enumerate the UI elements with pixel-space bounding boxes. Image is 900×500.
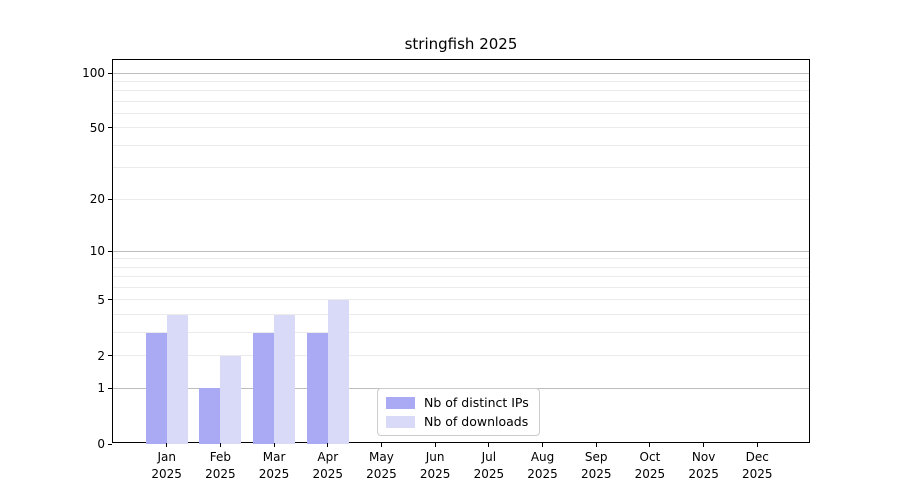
x-tick-mark-jul — [488, 443, 490, 447]
x-tick-label-jan: Jan 2025 — [151, 450, 182, 481]
y-tick-mark-20 — [108, 198, 112, 200]
y-tick-mark-2 — [108, 355, 112, 357]
y-tick-label-10: 10 — [89, 244, 105, 259]
x-tick-mark-apr — [327, 443, 329, 447]
gridline-60 — [113, 113, 809, 115]
x-tick-label-aug: Aug 2025 — [527, 450, 558, 481]
x-tick-label-nov: Nov 2025 — [688, 450, 719, 481]
x-tick-label-oct: Oct 2025 — [634, 450, 666, 481]
y-tick-label-5: 5 — [97, 292, 105, 307]
bar-mar-nb-of-distinct-ips — [253, 332, 275, 444]
bar-apr-nb-of-distinct-ips — [306, 332, 328, 444]
bar-jan-nb-of-downloads — [166, 314, 188, 444]
x-tick-mark-nov — [703, 443, 705, 447]
legend-swatch-downloads — [386, 415, 415, 428]
gridline-4 — [113, 314, 809, 316]
x-tick-mark-may — [380, 443, 382, 447]
x-tick-label-jul: Jul 2025 — [473, 450, 505, 481]
plot-area: 100 50 20 10 5 2 1 0 Jan 2025 Feb 2025 Mar 2025 Apr 20… — [82, 59, 810, 481]
x-tick-label-may: May 2025 — [366, 450, 397, 481]
gridline-30 — [113, 167, 809, 169]
gridline-90 — [113, 80, 809, 82]
legend-label-distinct-ips: Nb of distinct IPs — [424, 395, 529, 410]
y-tick-label-20: 20 — [89, 192, 105, 207]
chart-title: stringfish 2025 — [404, 35, 518, 53]
y-tick-label-100: 100 — [82, 66, 105, 80]
gridline-5 — [113, 299, 809, 301]
y-tick-mark-10 — [108, 250, 112, 252]
y-tick-label-1: 1 — [97, 381, 105, 396]
y-tick-mark-0 — [108, 443, 112, 445]
gridline-100 — [113, 72, 809, 74]
y-tick-mark-100 — [108, 72, 112, 74]
x-tick-label-feb: Feb 2025 — [205, 450, 236, 481]
x-tick-mark-dec — [756, 443, 758, 447]
gridline-9 — [113, 258, 809, 260]
y-tick-label-0: 0 — [97, 437, 105, 451]
gridline-80 — [113, 90, 809, 92]
y-tick-mark-5 — [108, 299, 112, 301]
bar-mar-nb-of-downloads — [274, 314, 296, 444]
x-tick-label-dec: Dec 2025 — [742, 450, 773, 481]
x-tick-label-sep: Sep 2025 — [580, 450, 612, 481]
x-tick-mark-sep — [595, 443, 597, 447]
x-tick-label-apr: Apr 2025 — [312, 450, 344, 481]
x-tick-mark-jun — [434, 443, 436, 447]
gridline-50 — [113, 127, 809, 129]
y-tick-mark-1 — [108, 387, 112, 389]
gridline-7 — [113, 276, 809, 278]
gridline-20 — [113, 198, 809, 200]
x-tick-mark-aug — [542, 443, 544, 447]
x-tick-mark-mar — [273, 443, 275, 447]
bar-feb-nb-of-distinct-ips — [199, 388, 221, 444]
legend-label-downloads: Nb of downloads — [424, 414, 529, 429]
y-tick-mark-50 — [108, 127, 112, 129]
gridline-8 — [113, 266, 809, 268]
gridline-6 — [113, 287, 809, 289]
bar-jan-nb-of-distinct-ips — [145, 332, 167, 444]
bar-feb-nb-of-downloads — [220, 355, 242, 444]
bar-apr-nb-of-downloads — [327, 299, 349, 444]
gridline-40 — [113, 144, 809, 146]
gridline-10 — [113, 250, 809, 252]
legend-swatch-distinct-ips — [386, 396, 415, 409]
x-tick-label-jun: Jun 2025 — [419, 450, 451, 481]
x-tick-label-mar: Mar 2025 — [258, 450, 290, 481]
gridline-3 — [113, 332, 809, 334]
legend: Nb of distinct IPs Nb of downloads — [377, 388, 540, 436]
gridline-2 — [113, 355, 809, 357]
legend-item-distinct-ips: Nb of distinct IPs — [386, 395, 529, 410]
x-tick-mark-feb — [219, 443, 221, 447]
x-tick-mark-oct — [649, 443, 651, 447]
legend-item-downloads: Nb of downloads — [386, 414, 529, 429]
gridline-70 — [113, 100, 809, 102]
y-tick-label-2: 2 — [97, 348, 105, 363]
y-tick-label-50: 50 — [89, 120, 105, 135]
x-tick-mark-jan — [166, 443, 168, 447]
